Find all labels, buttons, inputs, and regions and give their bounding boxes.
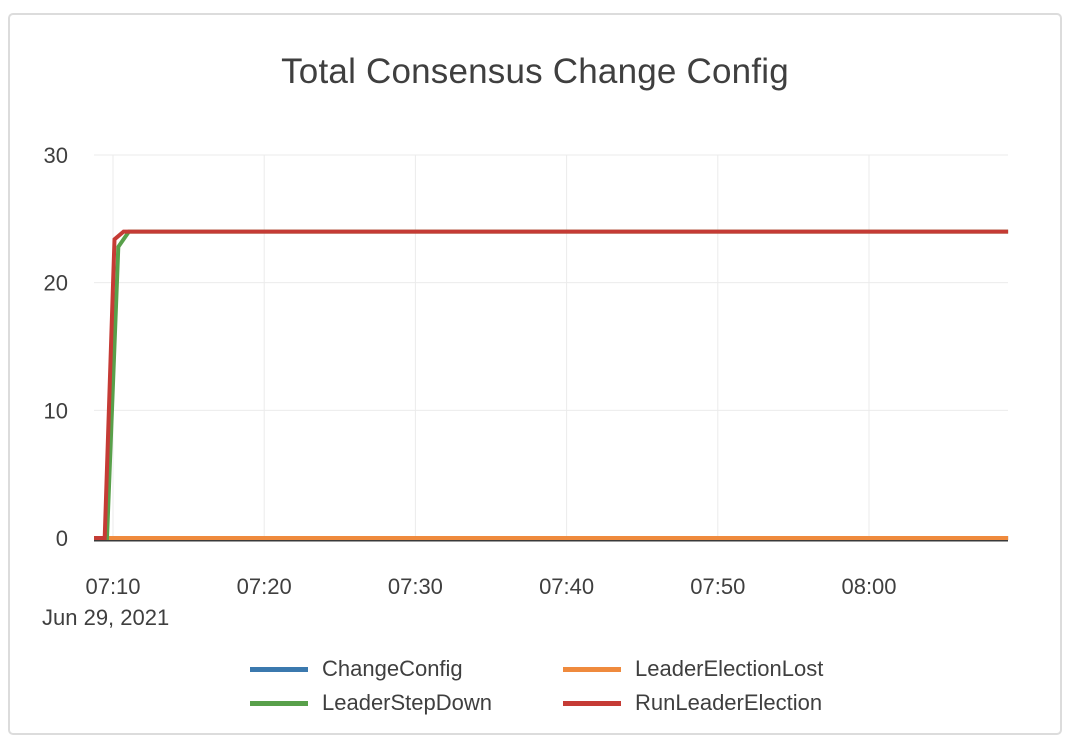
legend-swatch-leaderstepdown	[250, 700, 308, 706]
chart-title: Total Consensus Change Config	[281, 52, 789, 91]
x-tick-label: 07:20	[237, 574, 292, 599]
x-tick-label: 08:00	[841, 574, 896, 599]
y-tick-label: 30	[44, 143, 68, 168]
y-tick-label: 20	[44, 271, 68, 296]
x-tick-label: 07:30	[388, 574, 443, 599]
y-tick-label: 0	[56, 526, 68, 551]
x-tick-label: 07:10	[85, 574, 140, 599]
legend-swatch-runleaderelection	[563, 700, 621, 706]
legend-label: LeaderStepDown	[322, 690, 493, 715]
series-line-leaderstepdown[interactable]	[94, 229, 1009, 540]
legend-label: ChangeConfig	[322, 656, 463, 681]
x-tick-label: 07:50	[690, 574, 745, 599]
series-line-runleaderelection[interactable]	[94, 229, 1009, 540]
legend-swatch-changeconfig	[250, 666, 308, 672]
legend-item-leaderstepdown[interactable]: LeaderStepDown	[250, 690, 563, 716]
legend-swatch-leaderelectionlost	[563, 666, 621, 672]
legend-item-changeconfig[interactable]: ChangeConfig	[250, 656, 563, 682]
legend-label: RunLeaderElection	[635, 690, 823, 715]
legend-label: LeaderElectionLost	[635, 656, 824, 681]
chart-card	[8, 13, 1062, 735]
legend: ChangeConfig LeaderElectionLost LeaderSt…	[250, 656, 823, 716]
x-tick-label: 07:40	[539, 574, 594, 599]
legend-item-leaderelectionlost[interactable]: LeaderElectionLost	[563, 656, 823, 682]
y-tick-label: 10	[44, 398, 68, 423]
legend-item-runleaderelection[interactable]: RunLeaderElection	[563, 690, 823, 716]
x-axis-date-label: Jun 29, 2021	[42, 605, 170, 630]
